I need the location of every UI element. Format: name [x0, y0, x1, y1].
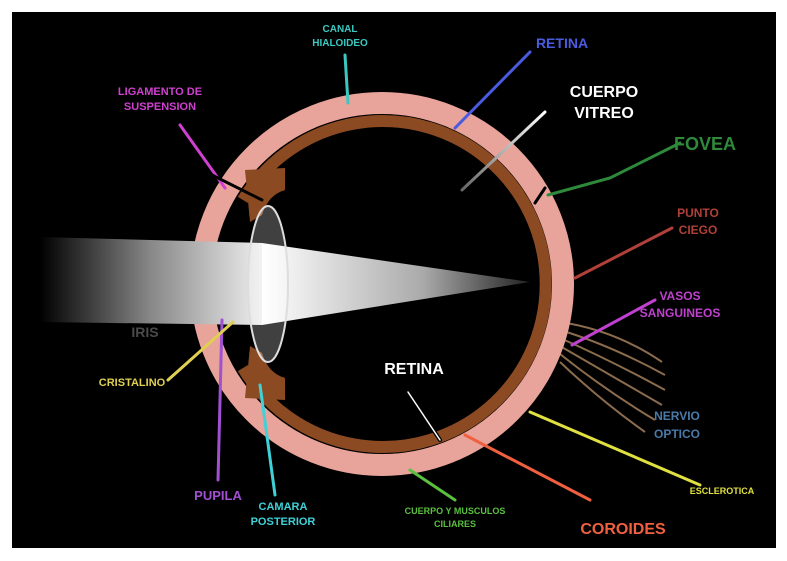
label: ESCLEROTICA — [690, 486, 755, 496]
label: PUPILA — [194, 488, 242, 503]
label: COROIDES — [580, 521, 666, 538]
label: RETINA — [536, 35, 588, 51]
label: CRISTALINO — [99, 377, 166, 389]
label: RETINA — [384, 361, 444, 378]
lens — [248, 206, 288, 362]
label: IRIS — [131, 324, 158, 340]
eye-diagram: CANALHIALOIDEO RETINA CUERPOVITREO FOVEA… — [0, 0, 787, 561]
label: FOVEA — [674, 134, 736, 154]
light-beam — [40, 237, 262, 325]
